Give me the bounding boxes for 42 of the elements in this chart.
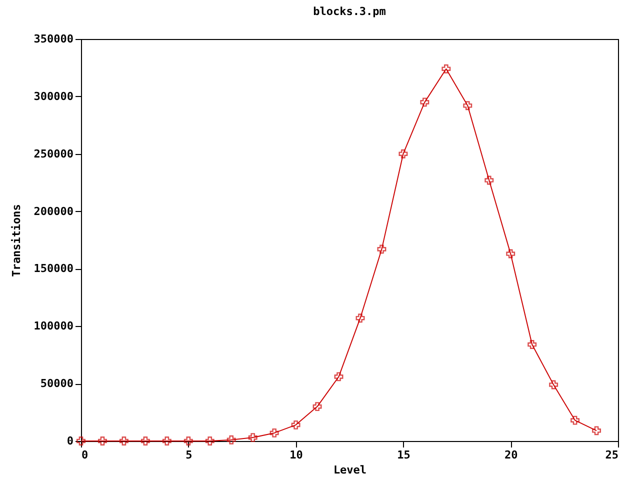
y-tick-label: 0: [66, 434, 74, 448]
point: [140, 436, 150, 446]
x-tick-label: 0: [82, 448, 88, 462]
x-tick-label: 10: [290, 448, 303, 462]
point: [420, 98, 430, 107]
point: [184, 436, 193, 446]
point: [356, 314, 365, 323]
point: [463, 101, 472, 110]
y-tick-label: 100000: [34, 320, 74, 333]
chart-title: blocks.3.pm: [313, 5, 386, 18]
point: [484, 176, 494, 185]
point: [549, 380, 558, 390]
point: [377, 244, 386, 254]
point: [248, 433, 258, 442]
y-tick-label: 300000: [34, 90, 74, 103]
point: [291, 420, 300, 430]
point: [98, 436, 107, 446]
point: [528, 340, 537, 349]
point: [312, 402, 322, 412]
x-tick-label: 25: [605, 448, 618, 462]
y-tick-label: 200000: [34, 204, 74, 218]
x-tick-label: 5: [186, 448, 192, 462]
point: [162, 436, 172, 446]
point: [570, 416, 580, 425]
point: [506, 249, 516, 258]
point: [76, 436, 86, 446]
point: [270, 428, 279, 438]
point: [592, 426, 601, 436]
point: [119, 436, 128, 446]
y-tick-label: 350000: [34, 32, 74, 46]
point: [205, 436, 214, 446]
x-tick-label: 15: [397, 448, 410, 462]
point: [334, 372, 344, 382]
point: [398, 149, 408, 158]
y-tick-label: 150000: [34, 262, 74, 276]
x-tick-label: 20: [504, 448, 518, 462]
y-axis-title: Transitions: [10, 204, 23, 277]
y-tick-label: 250000: [34, 147, 74, 160]
point: [442, 64, 451, 74]
point: [226, 435, 236, 444]
y-tick-label: 50000: [40, 377, 74, 390]
x-axis-title: Level: [333, 464, 367, 476]
